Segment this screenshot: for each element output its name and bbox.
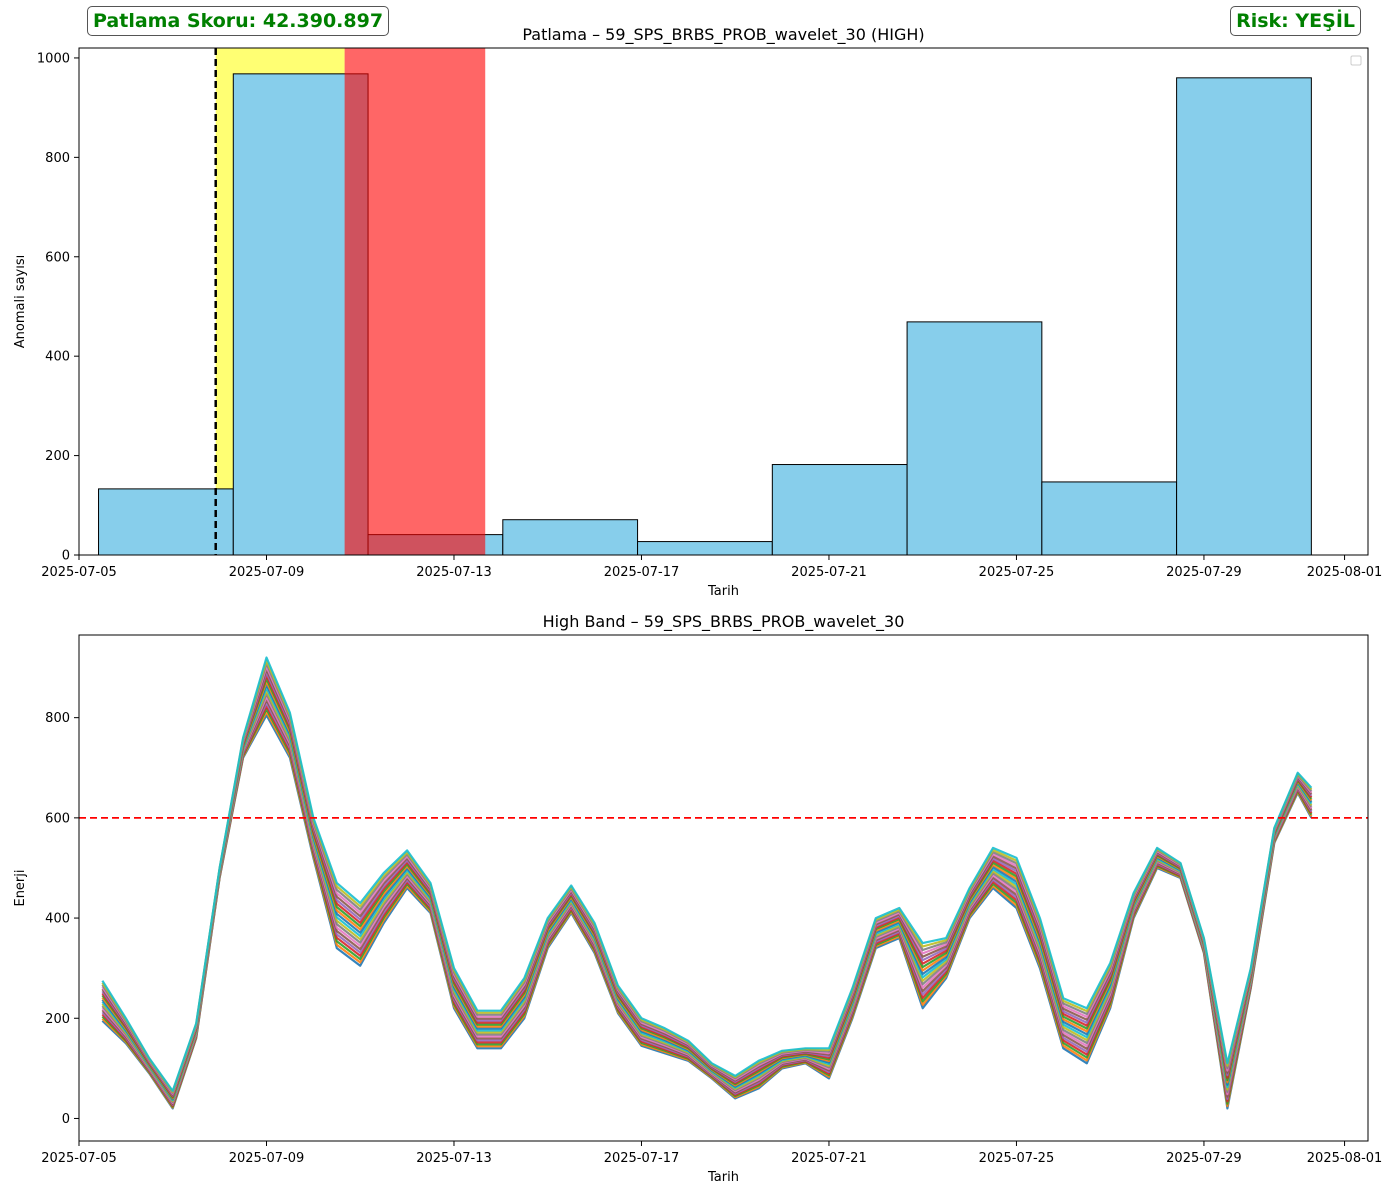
energy-series-line bbox=[101, 692, 1313, 1104]
anomaly-histogram-chart: 2025-07-05 2025-07-09 2025-07-13 2025-07-17… bbox=[13, 25, 1383, 599]
chart1-y-tick-label: 400 bbox=[45, 350, 70, 365]
histogram-bar bbox=[1041, 481, 1178, 555]
chart2-y-tick-label: 200 bbox=[45, 1012, 70, 1027]
highlight-span-red bbox=[344, 48, 486, 555]
chart1-y-tick-label: 200 bbox=[45, 449, 70, 464]
chart1-y-tick-label: 1000 bbox=[37, 51, 70, 66]
chart2-y-axis-label: Enerji bbox=[13, 869, 28, 906]
chart1-x-tick-label: 2025-07-17 bbox=[604, 565, 680, 580]
chart2-x-tick-label: 2025-07-21 bbox=[791, 1151, 867, 1166]
chart2-y-tick-label: 600 bbox=[45, 811, 70, 826]
histogram-bar bbox=[1176, 77, 1312, 555]
chart1-title: Patlama – 59_SPS_BRBS_PROB_wavelet_30 (H… bbox=[522, 25, 924, 45]
score-badge: Patlama Skoru: 42.390.897 bbox=[87, 6, 390, 36]
chart1-x-tick-label: 2025-07-13 bbox=[416, 565, 492, 580]
chart2-plot-area bbox=[79, 656, 1368, 1110]
chart1-x-tick-label: 2025-07-05 bbox=[41, 565, 117, 580]
histogram-bar bbox=[771, 464, 908, 555]
histogram-bar bbox=[98, 488, 234, 555]
chart1-y-tick-label: 800 bbox=[45, 151, 70, 166]
histogram-bar bbox=[906, 321, 1043, 555]
chart1-x-axis-label: Tarih bbox=[707, 584, 739, 599]
legend-box bbox=[1350, 55, 1362, 66]
chart2-x-tick-label: 2025-07-13 bbox=[416, 1151, 492, 1166]
chart2-y-tick-label: 400 bbox=[45, 912, 70, 927]
energy-series-line bbox=[101, 656, 1313, 1092]
chart1-x-tick-label: 2025-07-09 bbox=[229, 565, 305, 580]
chart2-x-tick-label: 2025-07-25 bbox=[979, 1151, 1055, 1166]
histogram-bar bbox=[637, 541, 773, 555]
chart1-plot-frame bbox=[78, 47, 1369, 556]
chart1-y-tick-label: 0 bbox=[62, 549, 70, 564]
chart2-plot-frame bbox=[78, 634, 1369, 1142]
chart1-y-tick-label: 600 bbox=[45, 250, 70, 265]
chart2-x-tick-label: 2025-07-29 bbox=[1166, 1151, 1242, 1166]
energy-series-line bbox=[101, 695, 1313, 1104]
chart2-x-axis-label: Tarih bbox=[707, 1170, 739, 1185]
risk-badge: Risk: YEŞİL bbox=[1230, 6, 1361, 36]
chart1-x-tick-label: 2025-08-01 bbox=[1307, 565, 1383, 580]
energy-series-line bbox=[101, 686, 1313, 1102]
chart1-y-axis-label: Anomali sayısı bbox=[13, 255, 28, 349]
chart1-x-tick-label: 2025-07-29 bbox=[1166, 565, 1242, 580]
high-band-line-chart: 2025-07-05 2025-07-09 2025-07-13 2025-07-17… bbox=[13, 612, 1383, 1185]
chart2-x-tick-label: 2025-07-09 bbox=[229, 1151, 305, 1166]
chart2-y-tick-label: 0 bbox=[62, 1112, 70, 1127]
chart1-plot-area bbox=[98, 48, 1312, 555]
chart2-x-tick-label: 2025-08-01 bbox=[1307, 1151, 1383, 1166]
chart2-y-tick-label: 800 bbox=[45, 711, 70, 726]
chart2-title: High Band – 59_SPS_BRBS_PROB_wavelet_30 bbox=[543, 612, 905, 632]
chart1-x-tick-label: 2025-07-21 bbox=[791, 565, 867, 580]
chart2-x-tick-label: 2025-07-17 bbox=[604, 1151, 680, 1166]
energy-series-line bbox=[101, 689, 1313, 1103]
histogram-bar bbox=[502, 519, 639, 555]
chart1-x-tick-label: 2025-07-25 bbox=[979, 565, 1055, 580]
chart2-x-tick-label: 2025-07-05 bbox=[41, 1151, 117, 1166]
